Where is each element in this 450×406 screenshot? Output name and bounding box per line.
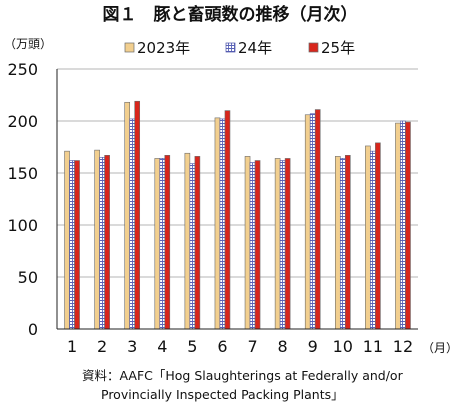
bar [214,117,221,330]
bar [370,150,376,330]
y-tick-label: 100 [7,216,38,235]
bar [249,162,256,330]
legend-label: 24年 [238,39,272,57]
bar [405,121,411,330]
bar [365,145,371,330]
y-tick-label: 250 [7,60,38,79]
legend-swatch [308,42,319,53]
bar [159,158,166,330]
bar [189,163,196,330]
bar [64,150,70,330]
x-tick-label: 3 [127,337,137,356]
y-tick-label: 50 [18,268,38,287]
bar [400,120,406,330]
x-tick-label: 11 [363,337,383,356]
bar [99,157,105,330]
y-tick-label: 0 [28,320,38,339]
x-tick-label: 5 [187,337,197,356]
x-tick-label: 1 [67,337,77,356]
bar [94,149,100,330]
bar [194,156,201,330]
y-tick-label: 200 [7,112,38,131]
bar [334,156,341,330]
bar [74,160,80,330]
bar [344,155,351,330]
bar [134,100,141,330]
bar [254,160,261,330]
bar [284,158,291,330]
bar [104,155,110,330]
bars [64,100,411,330]
bar [124,101,131,330]
gridlines [57,68,418,278]
bar [274,158,281,330]
x-tick-label: 6 [217,337,227,356]
legend-label: 2023年 [137,39,190,57]
x-tick-label: 8 [278,337,288,356]
legend-swatch [124,42,135,53]
bar [219,118,226,330]
bar [164,155,171,330]
bar [309,113,316,330]
x-tick-label: 9 [308,337,318,356]
bar [244,156,251,330]
y-axis-unit: （万頭） [4,37,52,51]
bar [184,152,191,330]
x-tick-label: 4 [157,337,167,356]
bar [375,142,381,330]
x-tick-label: 7 [247,337,257,356]
source-note: 資料：AAFC「Hog Slaughterings at Federally a… [82,366,448,404]
bar [304,114,311,330]
legend: 2023年 24年 25年 [124,39,355,57]
source-line-1: 資料：AAFC「Hog Slaughterings at Federally a… [82,368,403,383]
bar [279,160,286,330]
x-tick-label: 12 [393,337,413,356]
x-tick-label: 2 [97,337,107,356]
legend-label: 25年 [321,39,355,57]
bar [129,118,136,330]
bar [314,109,321,330]
bar [69,160,75,330]
bar [224,110,231,330]
bar [154,158,161,330]
bar [395,122,401,330]
source-line-2: Provincially Inspected Packing Plants」 [101,387,344,402]
legend-swatch [225,42,236,53]
chart-title: 図１ 豚と畜頭数の推移（月次） [103,4,358,25]
x-tick-label: 10 [333,337,353,356]
y-tick-label: 150 [7,164,38,183]
bar [339,158,346,330]
x-axis-unit: （月） [422,341,450,355]
